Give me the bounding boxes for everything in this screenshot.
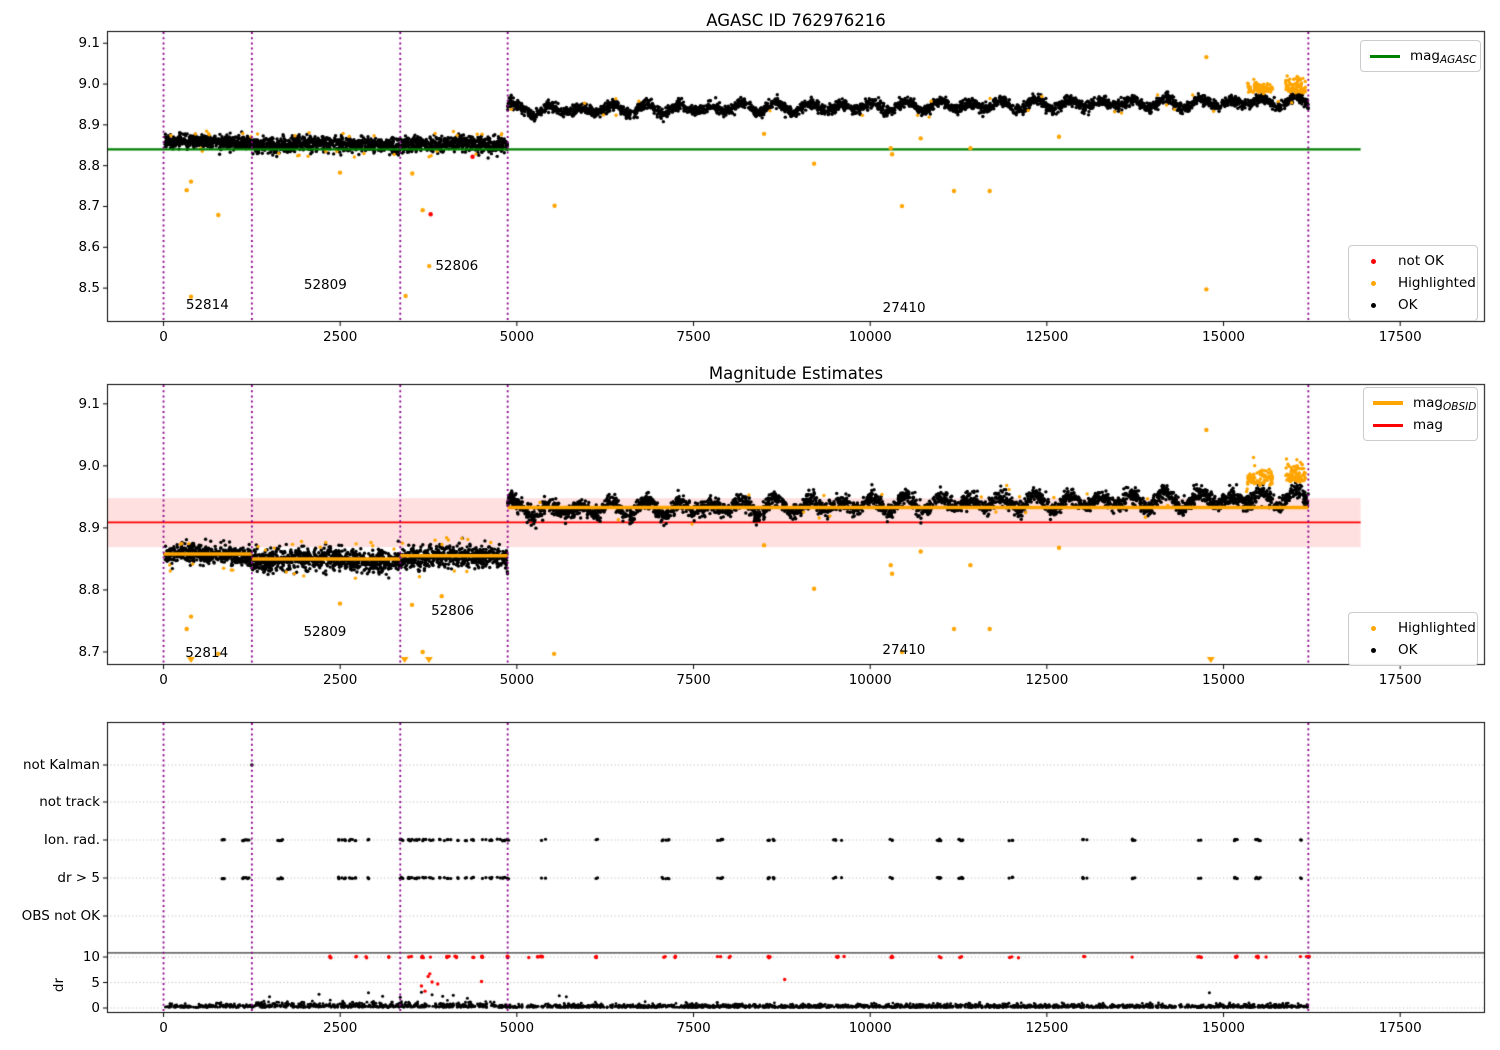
- agasc-line-sample: [1370, 54, 1400, 58]
- obsid-line-sample: [1373, 401, 1403, 405]
- legend-row: Highlighted: [1357, 272, 1476, 294]
- ok-marker: [1370, 647, 1376, 653]
- mag-line-sample: [1373, 423, 1403, 427]
- flag-row-label: not Kalman: [22, 757, 100, 773]
- obsid-label: 52806: [431, 603, 475, 620]
- legend-label: not OK: [1398, 253, 1444, 269]
- panel1-line-legend: magAGASC: [1360, 40, 1481, 72]
- obsid-line-sample-swatch: [1372, 401, 1404, 405]
- x-tick-label: 0: [159, 1020, 168, 1036]
- y-tick-label: 8.8: [78, 157, 100, 174]
- x-tick-label: 7500: [676, 1020, 711, 1036]
- dr-tick-label: 0: [91, 1000, 100, 1016]
- x-tick-label: 0: [159, 329, 168, 345]
- panel2-marker-legend: Highlighted OK: [1348, 612, 1478, 666]
- x-tick-label: 17500: [1378, 672, 1422, 688]
- ok-marker-swatch: [1357, 302, 1389, 308]
- obsid-label: 52809: [303, 277, 347, 294]
- obsid-label: 52814: [185, 297, 229, 314]
- legend-label-text: mag: [1413, 417, 1443, 433]
- panel1-marker-legend: not OK Highlighted OK: [1348, 245, 1478, 321]
- y-tick-label: 8.9: [78, 519, 100, 536]
- x-tick-label: 2500: [323, 672, 358, 688]
- dr-axis-label: dr: [51, 977, 68, 993]
- x-tick-label: 5000: [499, 329, 535, 345]
- x-tick-label: 2500: [323, 329, 358, 345]
- highlighted-marker-swatch: [1357, 280, 1389, 286]
- x-tick-label: 15000: [1202, 329, 1246, 345]
- y-tick-label: 8.6: [78, 239, 100, 256]
- x-tick-label: 17500: [1378, 1020, 1422, 1036]
- x-tick-label: 10000: [848, 1020, 892, 1036]
- y-tick-label: 8.9: [78, 116, 100, 133]
- highlighted-marker: [1370, 625, 1376, 631]
- x-tick-label: 7500: [676, 329, 711, 345]
- x-tick-label: 7500: [676, 672, 711, 688]
- panel2-title: Magnitude Estimates: [708, 364, 884, 383]
- obsid-label: 52814: [185, 645, 229, 662]
- x-tick-label: 10000: [848, 329, 892, 345]
- x-tick-label: 15000: [1202, 1020, 1246, 1036]
- legend-row: not OK: [1357, 250, 1469, 272]
- legend-label-sub: AGASC: [1440, 54, 1477, 66]
- legend-label: Highlighted: [1398, 620, 1476, 636]
- legend-row: Highlighted: [1357, 617, 1476, 639]
- x-tick-label: 2500: [323, 1020, 358, 1036]
- x-tick-label: 5000: [499, 672, 535, 688]
- legend-label: magOBSID: [1413, 395, 1477, 413]
- ok-marker: [1370, 302, 1376, 308]
- dr-tick-label: 10: [82, 949, 100, 965]
- x-tick-label: 12500: [1025, 1020, 1069, 1036]
- y-tick-label: 9.1: [78, 395, 100, 412]
- panel1-title: AGASC ID 762976216: [706, 11, 886, 30]
- legend-row: magOBSID: [1372, 392, 1476, 414]
- not-ok-marker: [1370, 258, 1376, 264]
- obsid-label: 52809: [303, 624, 347, 641]
- highlighted-marker-swatch: [1357, 625, 1389, 631]
- obsid-label: 52806: [435, 258, 479, 275]
- agasc-line-sample-swatch: [1369, 54, 1401, 58]
- legend-row: OK: [1357, 294, 1469, 316]
- obsid-label: 27410: [882, 642, 926, 659]
- obsid-label: 27410: [882, 300, 926, 317]
- x-tick-label: 15000: [1202, 672, 1246, 688]
- legend-label: magAGASC: [1410, 48, 1477, 66]
- not-ok-marker-swatch: [1357, 258, 1389, 264]
- y-tick-label: 9.0: [78, 76, 100, 93]
- y-tick-label: 8.8: [78, 581, 100, 598]
- dr-tick-label: 5: [91, 974, 100, 991]
- x-tick-label: 5000: [499, 1020, 535, 1036]
- flag-row-label: dr > 5: [57, 870, 100, 886]
- highlighted-marker: [1370, 280, 1376, 286]
- legend-label: OK: [1398, 297, 1418, 313]
- legend-label: OK: [1398, 642, 1418, 658]
- legend-label: Highlighted: [1398, 275, 1476, 291]
- flag-row-label: OBS not OK: [21, 908, 100, 924]
- y-tick-label: 8.7: [78, 198, 100, 215]
- x-tick-label: 10000: [848, 672, 892, 688]
- flag-row-label: Ion. rad.: [43, 832, 100, 848]
- y-tick-label: 9.0: [78, 457, 100, 474]
- legend-row: OK: [1357, 639, 1469, 661]
- legend-label-text: mag: [1413, 395, 1443, 411]
- y-tick-label: 8.5: [78, 280, 100, 297]
- x-tick-label: 12500: [1025, 329, 1069, 345]
- x-tick-label: 0: [159, 672, 168, 688]
- panel2-line-legend: magOBSID mag: [1363, 387, 1478, 441]
- legend-label-text: mag: [1410, 48, 1440, 64]
- x-tick-label: 12500: [1025, 672, 1069, 688]
- y-tick-label: 9.1: [78, 35, 100, 52]
- legend-row: mag: [1372, 414, 1469, 436]
- legend-label: mag: [1413, 417, 1443, 433]
- flag-row-label: not track: [39, 794, 100, 810]
- legend-row: magAGASC: [1369, 45, 1477, 67]
- ok-marker-swatch: [1357, 647, 1389, 653]
- y-tick-label: 8.7: [78, 643, 100, 660]
- legend-label-sub: OBSID: [1443, 401, 1477, 413]
- mag-line-sample-swatch: [1372, 423, 1404, 427]
- x-tick-label: 17500: [1378, 329, 1422, 345]
